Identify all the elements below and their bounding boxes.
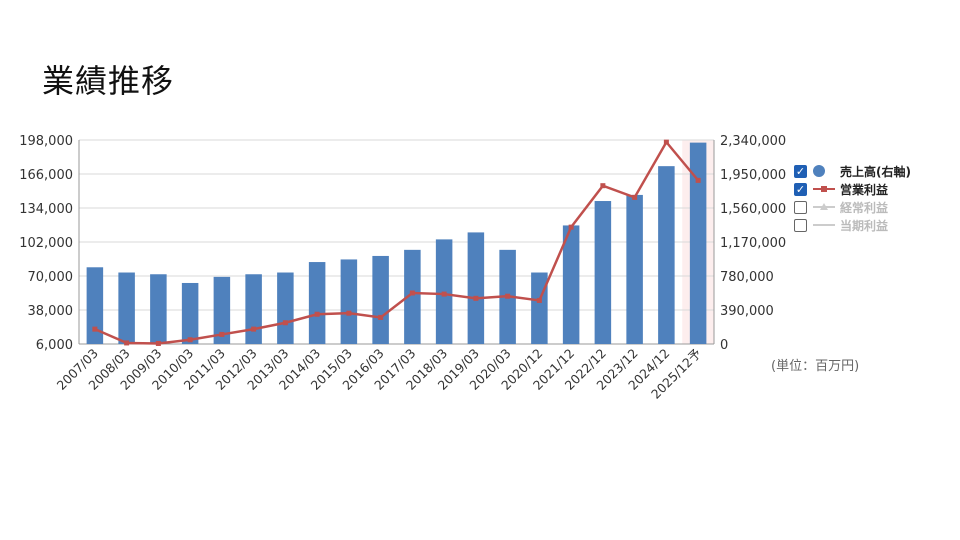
operating-profit-point [155,340,161,346]
legend-item-ordinary-profit[interactable]: 経常利益 [794,198,911,216]
sales-bar [372,255,389,344]
right-tick-label: 2,340,000 [720,134,786,149]
left-tick-label: 198,000 [19,134,73,149]
operating-profit-point [536,297,542,303]
legend-item-operating-profit[interactable]: ✓ 営業利益 [794,180,911,198]
sales-bar [658,166,675,344]
sales-bar [213,276,231,344]
operating-profit-point [632,194,638,200]
legend-label-operating-profit: 営業利益 [840,182,889,197]
operating-profit-point [346,310,352,316]
left-tick-label: 102,000 [19,236,73,251]
operating-profit-point [600,183,606,189]
right-tick-label: 780,000 [720,270,774,285]
left-tick-label: 38,000 [28,304,74,319]
right-tick-label: 1,950,000 [720,168,786,183]
operating-profit-point [187,337,193,343]
ordinary-profit-checkbox[interactable] [794,200,807,214]
sales-bar [626,194,643,344]
operating-profit-line [94,139,700,345]
operating-profit-point [505,293,511,299]
operating-profit-point [663,139,669,145]
unit-note: (単位：百万円) [771,359,860,374]
legend-item-sales[interactable]: ✓ 売上高(右軸) [794,162,911,180]
sales-bar [562,225,580,344]
sales-bar [467,232,485,344]
operating-profit-point [695,177,701,183]
line-square-marker-icon [812,183,836,195]
operating-profit-point [473,295,479,301]
left-tick-label: 70,000 [28,270,74,285]
line-triangle-marker-icon [812,201,836,213]
operating-profit-point [282,320,288,326]
left-tick-label: 166,000 [19,168,73,183]
right-tick-label: 390,000 [720,304,774,319]
sales-bar [86,267,104,344]
operating-profit-point [568,224,574,230]
sales-bar [150,274,167,344]
operating-profit-point [409,290,415,296]
right-tick-label: 1,560,000 [720,202,786,217]
operating-profit-point [314,311,320,317]
left-tick-label: 6,000 [36,338,73,353]
operating-profit-point [441,291,447,297]
check-icon: ✓ [795,164,806,178]
page-title: 業績推移 [42,62,175,100]
operating-profit-point [251,326,257,332]
right-tick-label: 0 [720,338,728,353]
operating-profit-point [378,314,384,320]
operating-profit-point [219,331,225,337]
circle-marker-icon [812,165,836,177]
operating-profit-checkbox[interactable]: ✓ [794,182,807,196]
net-profit-checkbox[interactable] [794,218,807,232]
sales-bar [531,272,548,344]
operating-profit-point [124,340,130,346]
sales-checkbox[interactable]: ✓ [794,164,807,178]
sales-bar [404,249,421,344]
sales-bar [118,272,135,344]
chart-legend: ✓ 売上高(右軸) ✓ 営業利益 経常利益 当期利益 [794,162,911,234]
sales-bar [308,262,326,344]
sales-bar [277,272,294,344]
legend-label-sales: 売上高(右軸) [840,164,911,179]
operating-profit-point [92,326,98,332]
legend-label-net-profit: 当期利益 [840,218,889,233]
check-icon: ✓ [795,182,806,196]
right-tick-label: 1,170,000 [720,236,786,251]
sales-bar [594,201,612,344]
legend-item-net-profit[interactable]: 当期利益 [794,216,911,234]
sales-bar [689,142,707,344]
sales-bar [181,282,199,344]
line-marker-icon [812,219,836,231]
legend-label-ordinary-profit: 経常利益 [840,200,889,215]
sales-bar [245,274,262,344]
sales-bar [340,259,358,344]
left-tick-label: 134,000 [19,202,73,217]
